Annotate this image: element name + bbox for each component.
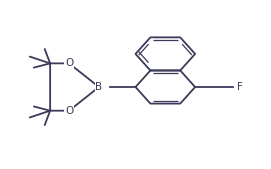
Text: O: O: [65, 58, 73, 68]
Text: B: B: [95, 82, 102, 92]
Text: F: F: [237, 82, 243, 92]
Text: O: O: [65, 106, 73, 116]
